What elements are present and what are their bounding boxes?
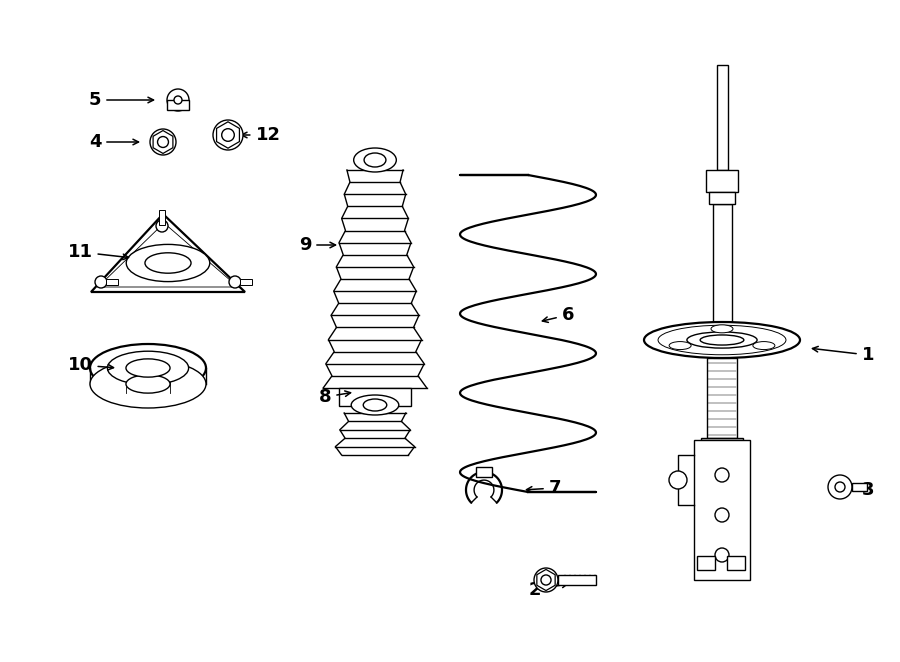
Circle shape [156,220,168,232]
Text: 5: 5 [89,91,154,109]
Ellipse shape [90,360,206,408]
Circle shape [828,475,852,499]
Polygon shape [98,223,238,287]
Ellipse shape [669,342,691,350]
Text: 9: 9 [299,236,336,254]
Circle shape [669,471,687,489]
Circle shape [541,575,551,585]
FancyBboxPatch shape [701,438,743,440]
Ellipse shape [107,352,189,385]
FancyBboxPatch shape [339,388,411,406]
Circle shape [213,120,243,150]
Text: 7: 7 [526,479,562,497]
Text: 8: 8 [319,388,351,406]
FancyBboxPatch shape [706,170,738,192]
Circle shape [150,129,176,155]
Circle shape [534,568,558,592]
Ellipse shape [90,344,206,392]
FancyBboxPatch shape [713,204,732,322]
Text: 1: 1 [813,346,874,364]
Circle shape [221,128,234,141]
Ellipse shape [364,153,386,167]
Text: 4: 4 [89,133,139,151]
FancyBboxPatch shape [106,279,118,285]
Text: 2: 2 [529,581,568,599]
Circle shape [715,508,729,522]
FancyBboxPatch shape [558,575,596,585]
Circle shape [174,96,182,104]
Circle shape [95,276,107,288]
Text: 12: 12 [241,126,281,144]
Polygon shape [91,214,245,292]
Ellipse shape [658,325,786,355]
Circle shape [229,276,241,288]
Ellipse shape [351,395,399,415]
FancyBboxPatch shape [694,440,750,580]
FancyBboxPatch shape [727,556,745,570]
Ellipse shape [126,359,170,377]
FancyBboxPatch shape [707,358,737,438]
Circle shape [167,89,189,111]
Ellipse shape [711,325,733,333]
Ellipse shape [145,253,191,273]
Ellipse shape [753,342,775,350]
FancyBboxPatch shape [709,192,735,204]
FancyBboxPatch shape [167,100,189,110]
FancyBboxPatch shape [697,556,715,570]
Ellipse shape [644,322,800,358]
Ellipse shape [700,335,743,345]
Text: 6: 6 [543,306,574,324]
Circle shape [715,548,729,562]
FancyBboxPatch shape [476,467,492,477]
Ellipse shape [126,244,210,281]
Ellipse shape [126,375,170,393]
Text: 11: 11 [68,243,129,261]
FancyBboxPatch shape [240,279,252,285]
FancyBboxPatch shape [716,65,727,170]
Ellipse shape [687,332,757,348]
Text: 3: 3 [852,481,874,499]
FancyBboxPatch shape [159,210,165,225]
Circle shape [158,136,168,148]
Ellipse shape [364,399,387,411]
Circle shape [715,468,729,482]
Text: 10: 10 [68,356,113,374]
Circle shape [835,482,845,492]
FancyBboxPatch shape [852,483,867,491]
Ellipse shape [354,148,396,172]
